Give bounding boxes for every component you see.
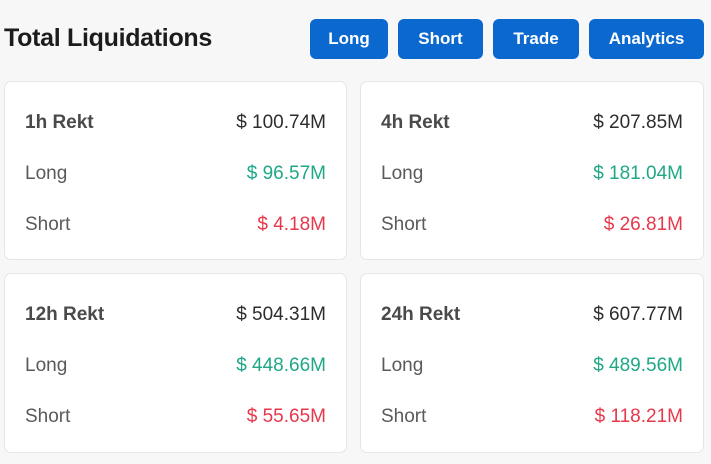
long-value: $ 96.57M: [246, 163, 326, 184]
total-value: $ 607.77M: [593, 304, 683, 325]
short-label: Short: [25, 214, 71, 235]
long-label: Long: [25, 163, 68, 184]
short-row: Short $ 55.65M: [25, 405, 326, 429]
long-value: $ 489.56M: [593, 355, 683, 376]
period-label: 1h Rekt: [25, 112, 94, 133]
short-value: $ 118.21M: [594, 406, 683, 427]
short-label: Short: [381, 214, 427, 235]
liquidation-card-24h: 24h Rekt $ 607.77M Long $ 489.56M Short …: [360, 273, 704, 453]
total-row: 24h Rekt $ 607.77M: [381, 303, 683, 327]
total-value: $ 504.31M: [236, 304, 326, 325]
period-label: 4h Rekt: [381, 112, 450, 133]
long-value: $ 181.04M: [593, 163, 683, 184]
long-row: Long $ 448.66M: [25, 354, 326, 378]
total-value: $ 207.85M: [593, 112, 683, 133]
liquidation-card-12h: 12h Rekt $ 504.31M Long $ 448.66M Short …: [4, 273, 347, 453]
period-label: 24h Rekt: [381, 304, 461, 325]
liquidation-card-4h: 4h Rekt $ 207.85M Long $ 181.04M Short $…: [360, 81, 704, 260]
short-row: Short $ 26.81M: [381, 213, 683, 237]
long-label: Long: [381, 355, 424, 376]
long-row: Long $ 489.56M: [381, 354, 683, 378]
long-label: Long: [381, 163, 424, 184]
long-row: Long $ 181.04M: [381, 162, 683, 186]
short-label: Short: [25, 406, 71, 427]
header: Total Liquidations Long Short Trade Anal…: [0, 0, 711, 80]
period-label: 12h Rekt: [25, 304, 105, 325]
page-title: Total Liquidations: [4, 24, 213, 52]
short-label: Short: [381, 406, 427, 427]
long-row: Long $ 96.57M: [25, 162, 326, 186]
total-row: 4h Rekt $ 207.85M: [381, 111, 683, 135]
long-label: Long: [25, 355, 68, 376]
short-value: $ 26.81M: [603, 214, 683, 235]
total-value: $ 100.74M: [236, 112, 326, 133]
short-value: $ 55.65M: [246, 406, 326, 427]
total-row: 12h Rekt $ 504.31M: [25, 303, 326, 327]
liquidation-card-1h: 1h Rekt $ 100.74M Long $ 96.57M Short $ …: [4, 81, 347, 260]
long-value: $ 448.66M: [236, 355, 326, 376]
short-row: Short $ 118.21M: [381, 405, 683, 429]
short-value: $ 4.18M: [257, 214, 326, 235]
trade-button[interactable]: Trade: [493, 19, 579, 59]
short-button[interactable]: Short: [398, 19, 483, 59]
long-button[interactable]: Long: [310, 19, 388, 59]
total-row: 1h Rekt $ 100.74M: [25, 111, 326, 135]
analytics-button[interactable]: Analytics: [589, 19, 704, 59]
short-row: Short $ 4.18M: [25, 213, 326, 237]
